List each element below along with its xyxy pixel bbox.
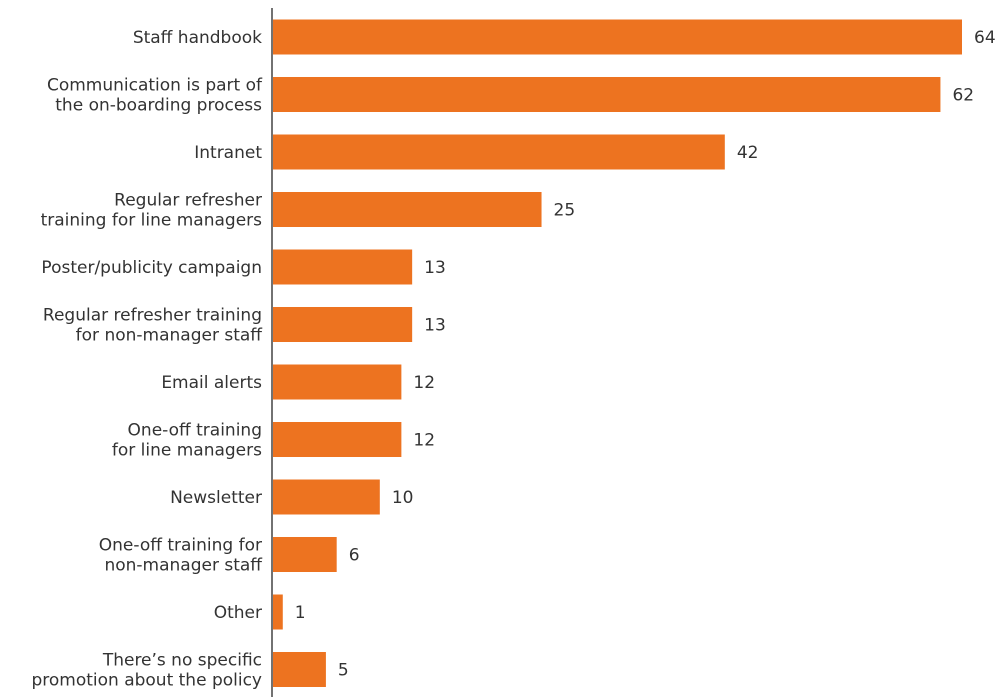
category-label-line: for non-manager staff (76, 326, 264, 346)
category-label-line: One-off training (128, 421, 262, 441)
category-label-line: Other (214, 603, 262, 623)
category-label-line: Communication is part of (47, 76, 263, 96)
category-labels-group: Staff handbook Communication is part of th… (31, 28, 263, 691)
category-label-line: Regular refresher (114, 191, 262, 211)
value-labels-group: 64 62 42 25 13 13 12 12 10 6 1 5 (295, 28, 996, 681)
bar (273, 652, 326, 687)
category-label: Other (214, 603, 262, 623)
category-label: Newsletter (170, 488, 262, 508)
category-label-line: Newsletter (170, 488, 262, 508)
bar (273, 249, 413, 285)
category-label-line: Email alerts (161, 373, 262, 393)
category-label: One-off training for non-manager staff (99, 536, 263, 576)
bar (273, 364, 402, 400)
category-label-line: for line managers (112, 441, 262, 461)
bar (273, 479, 380, 515)
bar (273, 537, 337, 572)
category-label: Regular refresher training for non-manage… (43, 306, 263, 346)
category-label-line: promotion about the policy (31, 671, 262, 691)
bar (273, 134, 725, 170)
category-label: There’s no specific promotion about the p… (31, 651, 262, 691)
bar (273, 594, 283, 630)
data-label: 12 (413, 373, 435, 393)
data-label: 10 (392, 488, 414, 508)
data-label: 13 (424, 316, 446, 336)
data-label: 13 (424, 258, 446, 278)
bar (273, 307, 413, 342)
data-label: 42 (737, 143, 759, 163)
category-label: Communication is part of the on-boarding … (47, 76, 263, 116)
data-label: 62 (952, 86, 974, 106)
category-label-line: Intranet (194, 143, 262, 163)
category-label: Regular refresher training for line manag… (41, 191, 263, 231)
category-label: One-off training for line managers (112, 421, 262, 461)
data-label: 25 (554, 201, 576, 221)
data-label: 12 (413, 431, 435, 451)
data-label: 64 (974, 28, 996, 48)
bar (273, 422, 402, 457)
category-label-line: non-manager staff (104, 556, 263, 576)
category-label-line: training for line managers (41, 211, 263, 231)
data-label: 5 (338, 661, 349, 681)
category-label: Poster/publicity campaign (41, 258, 262, 278)
bar (273, 77, 941, 112)
category-label-line: One-off training for (99, 536, 262, 556)
bar (273, 192, 542, 227)
category-label-line: the on-boarding process (55, 96, 262, 116)
category-label-line: Poster/publicity campaign (41, 258, 262, 278)
data-label: 1 (295, 603, 306, 623)
category-label-line: Staff handbook (133, 28, 262, 48)
bar (273, 19, 962, 55)
category-label: Intranet (194, 143, 262, 163)
data-label: 6 (349, 546, 360, 566)
bars-group (273, 19, 962, 687)
category-label-line: Regular refresher training (43, 306, 262, 326)
category-label-line: There’s no specific (102, 651, 262, 671)
category-label: Email alerts (161, 373, 262, 393)
category-label: Staff handbook (133, 28, 262, 48)
